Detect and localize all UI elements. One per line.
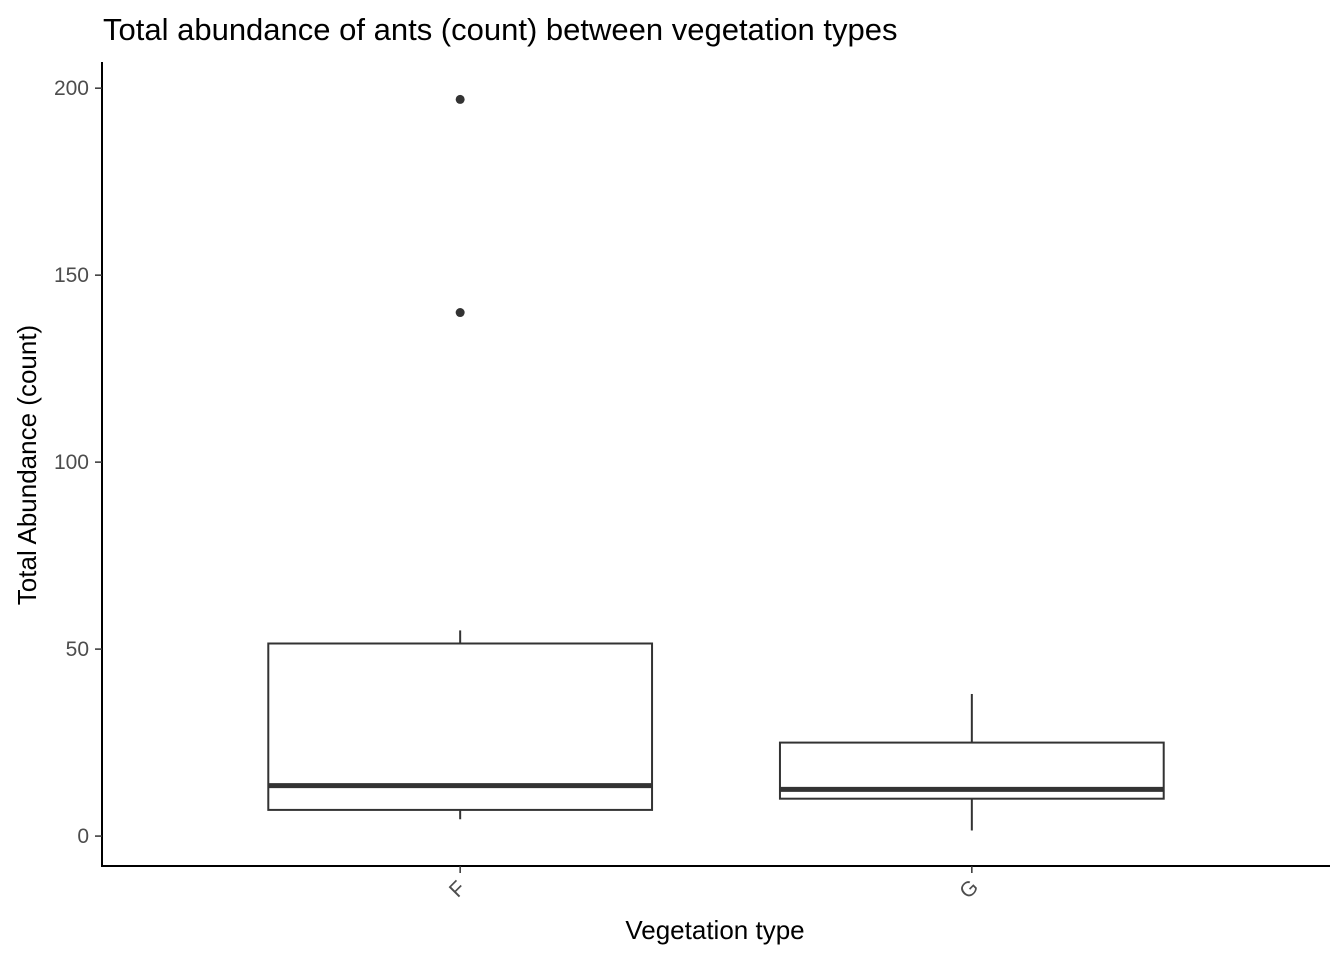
y-axis-title: Total Abundance (count) <box>12 325 42 605</box>
y-axis-ticks: 0 50 100 150 200 <box>54 77 102 848</box>
y-tick-label: 100 <box>54 451 89 474</box>
y-tick-label: 0 <box>77 825 89 848</box>
plot-area <box>267 94 1165 831</box>
chart-title: Total abundance of ants (count) between … <box>103 12 897 47</box>
y-tick-label: 200 <box>54 77 89 100</box>
box-body <box>267 642 654 811</box>
outlier-point <box>455 94 465 104</box>
x-axis-title: Vegetation type <box>625 915 804 945</box>
y-tick-label: 50 <box>66 638 89 661</box>
y-tick-label: 150 <box>54 264 89 287</box>
box-F <box>267 94 654 820</box>
x-tick-label: G <box>955 875 983 903</box>
box-G <box>778 693 1165 831</box>
x-tick-label: F <box>445 877 470 902</box>
outlier-point <box>455 308 465 318</box>
